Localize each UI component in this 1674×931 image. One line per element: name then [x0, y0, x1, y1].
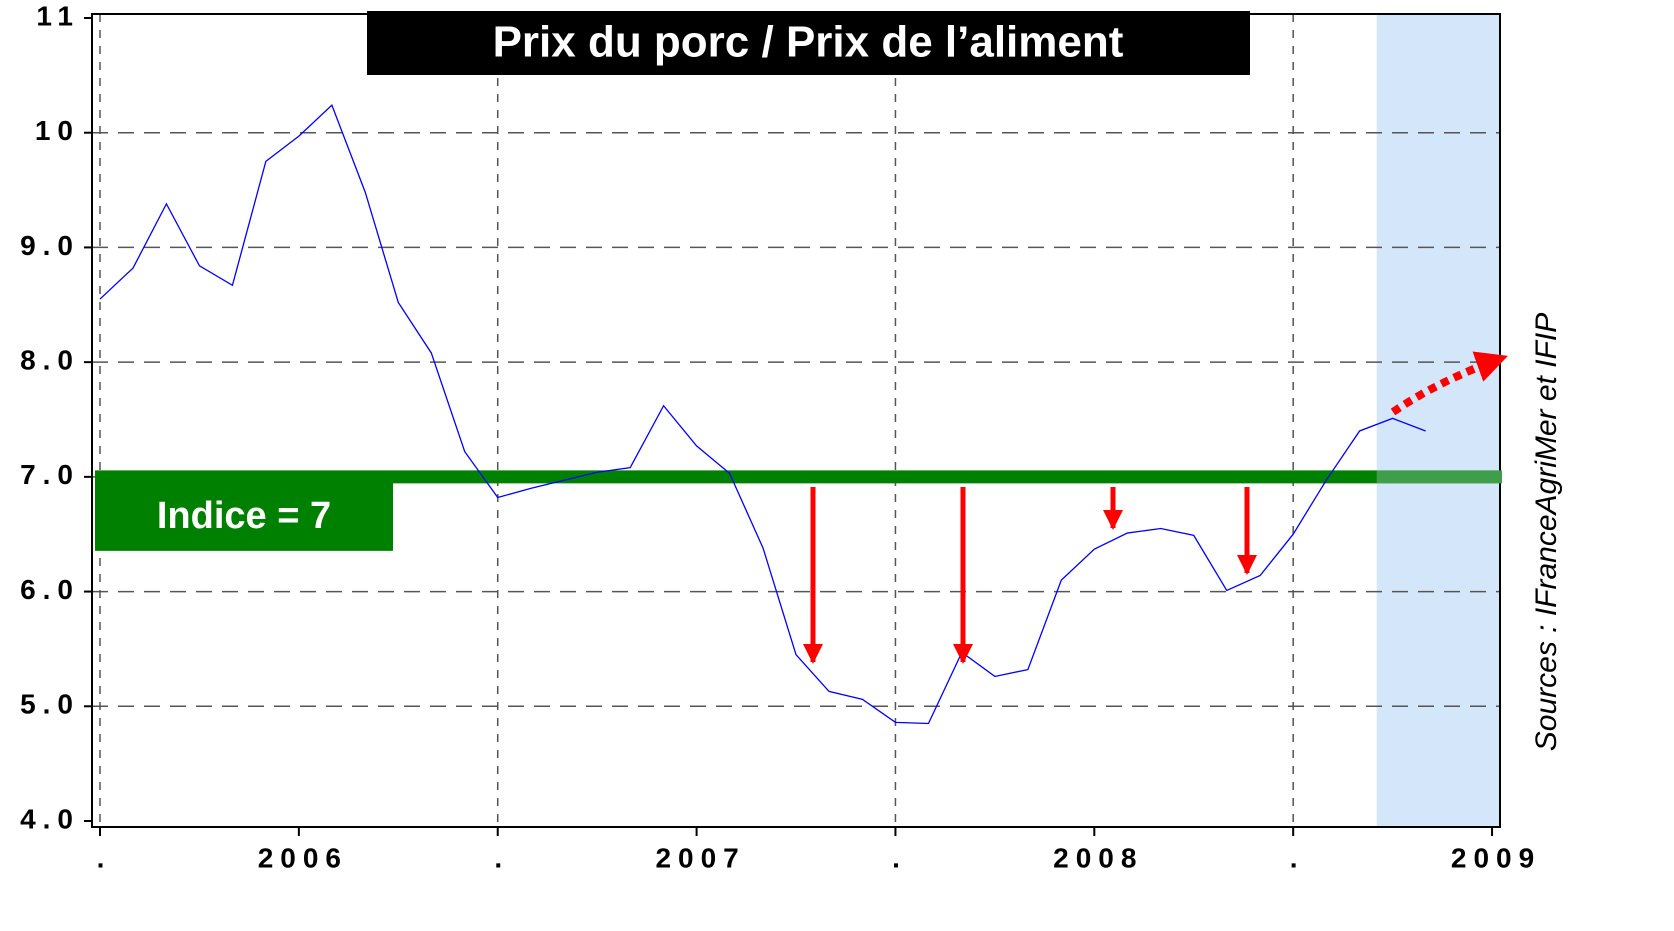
reference-label: Indice = 7 [157, 495, 331, 537]
x-tick-label: 2008 [1053, 842, 1143, 873]
grid-layer [91, 13, 1501, 828]
down-arrows [803, 487, 1257, 664]
y-tick-label: 9.0 [20, 230, 80, 261]
reference-label-box [95, 482, 393, 551]
chart-title: Prix du porc / Prix de l’aliment [493, 18, 1124, 67]
y-tick-label: 6.0 [20, 574, 80, 605]
plot-frame [91, 13, 1501, 828]
y-tick-label: 7.0 [20, 459, 80, 490]
x-tick-label: . [892, 842, 907, 873]
shaded-region [1376, 14, 1500, 827]
main-layer: 4.0 5.0 6.0 7.0 8.0 9.0 10 11. 2006. 2007. 2008. 20… [20, 0, 1541, 873]
y-tick-label: 4.0 [20, 803, 80, 834]
source-note: Sources : IFranceAgriMer et IFIP [1530, 313, 1563, 751]
x-tick-label: . [1290, 842, 1305, 873]
y-tick-label: 10 [35, 115, 80, 146]
x-tick-label: 2006 [258, 842, 348, 873]
x-tick-label: . [494, 842, 509, 873]
reference-overlay [1376, 470, 1502, 484]
y-tick-label: 8.0 [20, 345, 80, 376]
x-tick-label: . [97, 842, 112, 873]
data-line [99, 104, 1426, 725]
y-tick-label: 11 [36, 0, 80, 31]
y-tick-label: 5.0 [20, 689, 80, 720]
x-tick-label: 2007 [655, 842, 745, 873]
background-layer [1376, 14, 1500, 827]
trend-arrow [1390, 351, 1509, 416]
title-box [367, 11, 1250, 75]
x-tick-label: 2009 [1451, 842, 1541, 873]
